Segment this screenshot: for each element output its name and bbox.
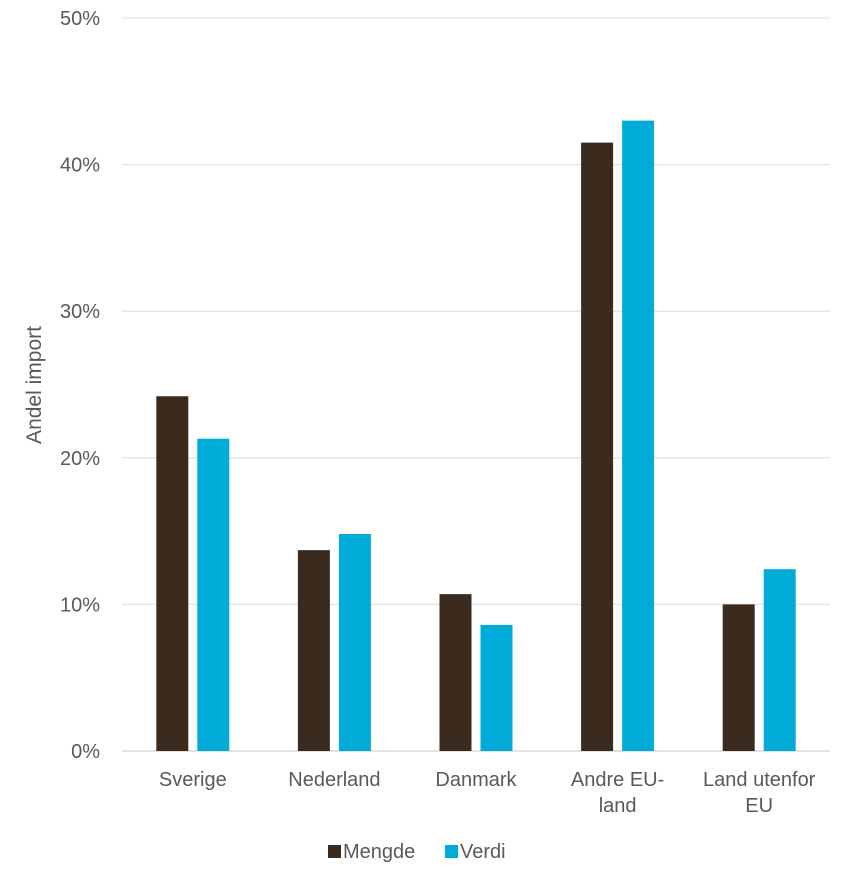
y-axis-ticks: 0% 10% 20% 30% 40% 50% xyxy=(60,8,100,763)
bar-verdi xyxy=(622,120,655,752)
y-tick-label: 30% xyxy=(60,301,100,323)
y-tick-label: 50% xyxy=(60,8,100,30)
y-tick-label: 0% xyxy=(71,741,100,763)
bar-mengde xyxy=(439,594,472,751)
gridlines xyxy=(122,17,830,752)
y-tick-label: 10% xyxy=(60,594,100,616)
x-category-label: Nederland xyxy=(288,769,380,791)
legend: Mengde Verdi xyxy=(328,841,506,863)
bar-mengde xyxy=(722,604,755,751)
bar-verdi xyxy=(197,438,230,751)
y-tick-label: 20% xyxy=(60,448,100,470)
x-category-label: Danmark xyxy=(435,769,517,791)
bar-mengde xyxy=(297,550,330,751)
legend-label-mengde: Mengde xyxy=(343,841,415,863)
x-category-label: Land utenfor EU xyxy=(703,769,816,817)
bar-verdi xyxy=(480,624,513,751)
x-category-label: Andre EU-land xyxy=(571,769,664,817)
x-category-label: Sverige xyxy=(159,769,227,791)
bar-mengde xyxy=(156,396,189,751)
legend-swatch-mengde xyxy=(328,845,341,858)
legend-swatch-verdi xyxy=(445,845,458,858)
legend-label-verdi: Verdi xyxy=(460,841,506,863)
bars xyxy=(156,120,796,752)
y-axis-title: Andel import xyxy=(23,326,46,444)
x-axis-categories: Sverige Nederland Danmark Andre EU-land Land… xyxy=(159,769,816,817)
bar-mengde xyxy=(581,142,614,752)
bar-verdi xyxy=(338,534,371,751)
y-tick-label: 40% xyxy=(60,155,100,177)
bar-verdi xyxy=(763,569,796,751)
